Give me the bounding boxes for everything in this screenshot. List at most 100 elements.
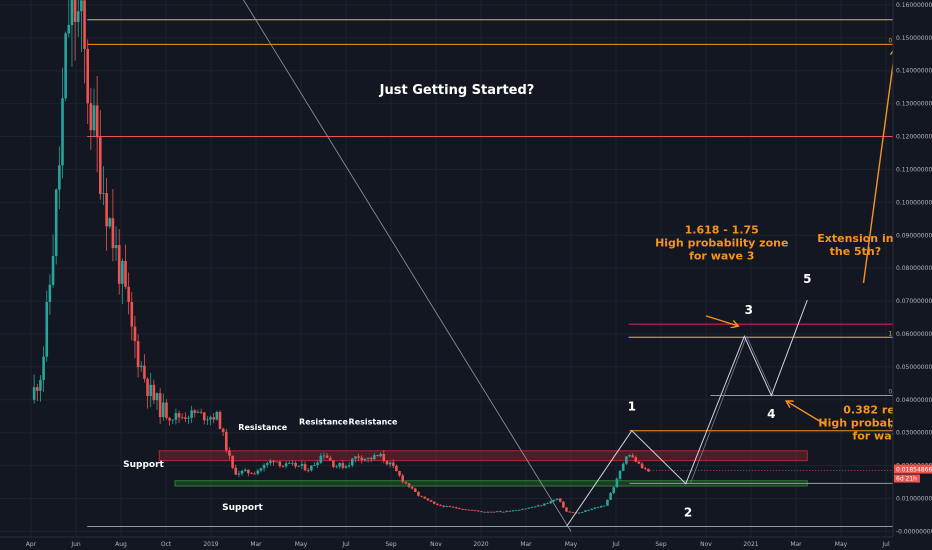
time-tick-label: May [295, 541, 308, 548]
time-tick-label: 2021 [743, 541, 758, 548]
callout-line: the 5th? [830, 245, 882, 258]
candle-body [313, 465, 316, 466]
candle-body [300, 464, 304, 466]
candle-body [306, 470, 310, 472]
candle-body [332, 460, 335, 467]
time-tick-label: 2019 [203, 541, 218, 548]
candle-body [637, 461, 641, 464]
candle-body [565, 507, 568, 512]
candle-body [36, 387, 39, 391]
candle-body [483, 511, 486, 513]
callout-line: for wave 3 [689, 250, 754, 263]
candle-body [461, 509, 464, 510]
candle-body [373, 455, 376, 460]
candle-body [521, 509, 524, 510]
candle-body [297, 465, 301, 467]
chart-title: Just Getting Started? [379, 83, 535, 98]
candle-body [209, 417, 212, 420]
candle-body [590, 508, 593, 510]
countdown-tag [894, 474, 920, 483]
candle-body [262, 464, 266, 469]
candle-body [577, 512, 581, 514]
candle-body [199, 411, 203, 413]
candle-body [152, 384, 156, 401]
candle-body [234, 467, 238, 475]
time-tick-label: Jul [341, 541, 350, 548]
candle-body [70, 0, 74, 26]
candle-body [420, 495, 423, 497]
candle-body [51, 256, 55, 285]
candle-body [218, 411, 222, 429]
callout-line: High probability zone [655, 237, 788, 250]
candle-body [247, 469, 250, 474]
candle-body [67, 25, 71, 34]
candle-body [121, 260, 124, 284]
candle-body [158, 393, 162, 418]
candle-body [171, 419, 175, 421]
price-tick-label: 0.08000000 [896, 265, 932, 272]
candle-body [417, 491, 420, 496]
price-tick-label: 0.15000000 [896, 35, 932, 42]
candle-body [86, 48, 89, 104]
diagonal-trendline [243, 0, 572, 532]
wave-label: 4 [767, 407, 775, 421]
candle-body [606, 499, 609, 506]
candle-body [536, 505, 540, 507]
candle-body [552, 499, 556, 502]
candle-body [486, 511, 490, 513]
candle-body [127, 286, 130, 303]
candle-body [259, 468, 263, 471]
candle-body [533, 506, 537, 508]
candle-body [253, 473, 256, 475]
candle-body [42, 356, 45, 380]
candle-body [284, 463, 288, 467]
candle-body [369, 457, 373, 460]
price-tick-label: 0.14000000 [896, 68, 932, 75]
candle-body [76, 11, 80, 23]
candle-body [454, 507, 458, 509]
candle-body [225, 431, 228, 451]
candle-body [256, 470, 260, 474]
candle-body [95, 105, 99, 138]
annotation-support: Support [222, 503, 263, 513]
candle-body [212, 417, 215, 420]
candle-body [92, 105, 96, 131]
candle-body [187, 417, 190, 419]
candle-body [310, 465, 313, 471]
candle-body [360, 457, 364, 461]
candle-body [168, 417, 171, 421]
candle-body [89, 103, 93, 131]
candle-body [401, 475, 404, 482]
time-tick-label: Jun [70, 541, 81, 548]
candle-body [477, 510, 480, 512]
candle-body [495, 511, 499, 513]
time-axis[interactable]: Apr Jun Aug Oct 2019 Mar May Jul Sep Nov 2020 Mar Ma… [0, 536, 932, 550]
price-axis[interactable]: 0.16000000 0.15000000 0.14000000 0.13000000… [892, 0, 932, 550]
wave-label: 1 [628, 399, 636, 413]
price-tick-label: 0.04000000 [896, 397, 932, 404]
candle-body [571, 512, 575, 513]
time-tick-label: Oct [161, 541, 172, 548]
candle-body [388, 462, 392, 465]
candle-body [631, 455, 634, 458]
candle-body [414, 488, 417, 492]
annotation-arrow [862, 49, 896, 284]
candle-body [83, 0, 86, 49]
candle-body [206, 419, 209, 421]
candle-body [155, 393, 159, 401]
candle-body [508, 510, 512, 512]
time-tick-label: Apr [26, 541, 37, 548]
price-tick-label: 0.16000000 [896, 2, 932, 9]
candle-body [54, 189, 58, 257]
candle-body [117, 245, 121, 284]
candle-body [625, 456, 628, 464]
callout-line: Extension in [817, 232, 893, 245]
candle-body [162, 402, 165, 418]
candle-body [322, 455, 326, 457]
candle-body [143, 365, 146, 379]
candle-body [136, 341, 140, 368]
candle-body [527, 507, 530, 509]
price-tick-label: 0.11000000 [896, 166, 932, 173]
trend-lines [243, 0, 896, 532]
